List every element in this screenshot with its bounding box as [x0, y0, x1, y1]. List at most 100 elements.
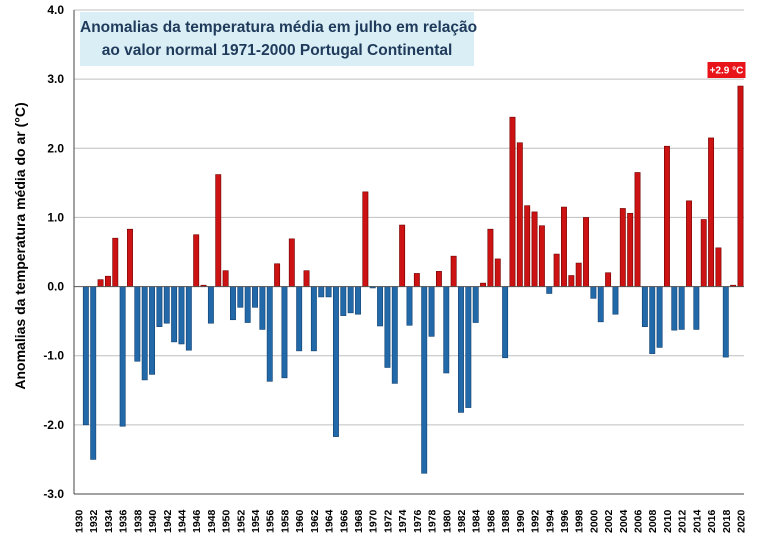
bar-1932	[90, 286, 97, 460]
bar-1978	[428, 286, 435, 337]
x-tick-label: 1988	[500, 509, 512, 533]
bar-1973	[391, 286, 398, 384]
bar-1977	[421, 286, 428, 474]
bar-2005	[627, 212, 634, 287]
bar-1961	[303, 270, 310, 287]
x-tick-label: 1944	[176, 509, 188, 533]
bar-2002	[605, 272, 612, 287]
x-tick-label: 1992	[530, 509, 542, 533]
bar-1943	[171, 286, 178, 343]
bar-2012	[678, 286, 685, 330]
x-tick-label: 2008	[647, 509, 659, 533]
bar-1995	[553, 253, 560, 287]
bar-2018	[722, 286, 729, 358]
y-axis-title: Anomalias da temperatura média do ar (°C…	[12, 102, 28, 390]
x-tick-label: 2020	[736, 509, 748, 533]
x-tick-label: 1952	[235, 509, 247, 533]
bar-1987	[494, 258, 501, 287]
bar-2017	[715, 247, 722, 287]
x-tick-label: 1972	[382, 509, 394, 533]
chart-title-line-2: ao valor normal 1971-2000 Portugal Conti…	[101, 42, 453, 59]
bar-1974	[399, 224, 406, 287]
x-tick-label: 1996	[559, 509, 571, 533]
x-tick-label: 2010	[662, 509, 674, 533]
bar-1931	[82, 286, 89, 426]
bar-1981	[450, 255, 457, 287]
bar-1951	[230, 286, 236, 321]
bar-1942	[163, 286, 170, 324]
bar-1964	[325, 286, 332, 298]
annotations: +2.9 °C	[707, 62, 746, 78]
x-tick-label: 1974	[397, 509, 409, 533]
x-tick-label: 1980	[441, 509, 453, 533]
bar-2016	[708, 137, 715, 287]
bar-1969	[362, 191, 369, 287]
x-tick-label: 1954	[250, 509, 262, 533]
x-tick-label: 1950	[221, 509, 233, 533]
bar-1959	[288, 238, 295, 287]
bar-1965	[332, 286, 339, 437]
bar-1990	[516, 142, 523, 287]
bar-1960	[296, 286, 303, 352]
bar-1993	[538, 225, 545, 287]
bar-2003	[612, 286, 619, 315]
x-tick-label: 1936	[118, 509, 130, 533]
x-tick-label: 1930	[74, 509, 86, 533]
bar-1937	[127, 228, 133, 287]
bar-1998	[575, 262, 582, 287]
bar-2014	[693, 286, 700, 330]
bar-1972	[384, 286, 391, 368]
x-tick-label: 1986	[485, 509, 497, 533]
annotation-2020: +2.9 °C	[707, 62, 746, 78]
x-tick-label: 2000	[588, 509, 600, 533]
x-tick-label: 1956	[265, 509, 277, 533]
bar-1945	[185, 286, 192, 351]
gridlines	[74, 9, 744, 495]
x-tick-label: 1976	[412, 509, 424, 533]
x-tick-label: 1948	[206, 509, 218, 533]
bar-1933	[97, 279, 104, 287]
bar-1938	[134, 286, 141, 362]
x-tick-label: 1958	[279, 509, 291, 533]
bars	[82, 85, 744, 474]
bar-1940	[149, 286, 156, 375]
x-tick-label: 2014	[691, 509, 703, 533]
chart-title-line-1: Anomalias da temperatura média em julho …	[80, 19, 478, 36]
bar-1966	[340, 286, 347, 316]
bar-1958	[281, 286, 288, 379]
y-tick-label: -1.0	[43, 349, 64, 363]
bar-1991	[524, 205, 531, 287]
bar-1950	[222, 270, 229, 287]
y-tick-labels: 4.0 3.0 2.0 1.0 0.0 -1.0 -2.0 -3.0	[43, 3, 64, 501]
bar-1963	[318, 286, 325, 298]
x-tick-label: 1940	[147, 509, 159, 533]
bar-1989	[509, 116, 516, 287]
x-tick-label: 2018	[721, 509, 733, 533]
bar-1944	[178, 286, 185, 345]
bar-2006	[634, 172, 641, 287]
x-tick-label: 1966	[338, 509, 350, 533]
bar-2013	[686, 200, 692, 287]
x-tick-label: 2006	[633, 509, 645, 533]
bar-1980	[443, 286, 450, 374]
bar-1999	[583, 217, 589, 287]
bar-1983	[465, 286, 472, 408]
bar-1997	[568, 275, 575, 287]
bar-1962	[310, 286, 317, 352]
x-tick-label: 1978	[427, 509, 439, 533]
bar-1934	[104, 275, 111, 287]
x-tick-label: 1998	[574, 509, 586, 533]
bar-1971	[377, 286, 384, 327]
x-tick-label: 2004	[618, 509, 630, 533]
bar-1949	[215, 174, 222, 287]
bar-1979	[435, 271, 442, 287]
axes	[73, 10, 744, 495]
bar-1982	[458, 286, 464, 413]
x-tick-label: 1938	[132, 509, 144, 533]
bar-1984	[472, 286, 479, 323]
bar-1967	[347, 286, 354, 314]
y-tick-label: 4.0	[47, 3, 64, 17]
y-tick-label: -3.0	[43, 487, 64, 501]
bar-1952	[237, 286, 244, 308]
